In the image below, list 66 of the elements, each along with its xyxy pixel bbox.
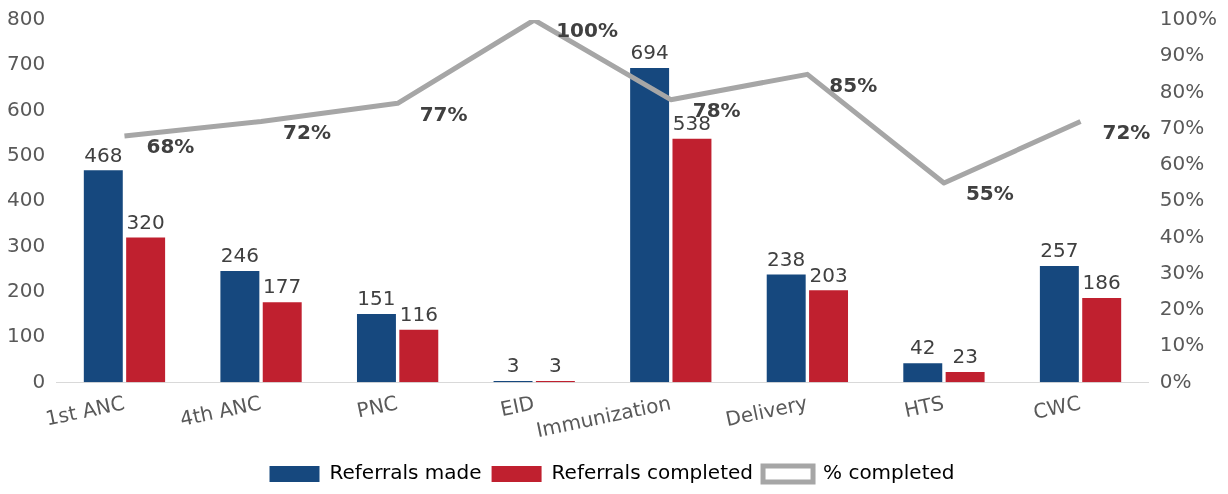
bar (809, 290, 849, 383)
y-tick-label: 600 (6, 96, 46, 121)
y2-tick-label: 10% (1159, 332, 1205, 357)
data-label: 77% (419, 101, 468, 126)
y-tick-label: 500 (6, 142, 46, 167)
y2-tick-label: 90% (1159, 42, 1205, 67)
data-label: 320 (126, 209, 165, 234)
x-tick-label: PNC (354, 390, 400, 423)
data-label: 186 (1082, 270, 1121, 295)
bar (262, 302, 302, 383)
bar (672, 138, 712, 383)
data-label: 203 (809, 262, 848, 287)
legend-label: Referrals completed (551, 460, 754, 485)
y-tick-label: 0 (32, 368, 46, 393)
bar (1039, 265, 1079, 383)
bar (399, 329, 439, 383)
x-tick-label: 4th ANC (177, 390, 264, 431)
x-tick-label: CWC (1031, 390, 1083, 424)
y2-tick-label: 20% (1159, 296, 1205, 321)
data-label: 694 (630, 40, 669, 65)
y-tick-label: 200 (6, 277, 46, 302)
data-label: 151 (357, 286, 396, 311)
y-tick-label: 700 (6, 51, 46, 76)
data-label: 238 (767, 246, 806, 271)
bar (945, 371, 985, 383)
data-label: 42 (910, 335, 936, 360)
y2-tick-label: 0% (1159, 368, 1192, 393)
y2-tick-label: 100% (1159, 6, 1218, 31)
bar (356, 313, 396, 383)
y2-tick-label: 60% (1159, 151, 1205, 176)
x-tick-label: 1st ANC (43, 390, 127, 431)
bar (1082, 298, 1122, 383)
data-label: 68% (146, 134, 195, 159)
x-tick-label: HTS (902, 390, 947, 423)
data-label: 23 (952, 344, 978, 369)
data-label: 257 (1040, 238, 1079, 263)
data-label: 3 (506, 353, 520, 378)
data-label: 3 (549, 353, 562, 378)
y-tick-label: 300 (6, 232, 46, 257)
x-tick-label: Delivery (723, 390, 810, 432)
bar (220, 270, 260, 383)
x-tick-label: EID (498, 390, 537, 422)
y2-tick-label: 40% (1159, 223, 1205, 248)
data-label: 177 (263, 274, 302, 299)
data-label: 468 (84, 142, 123, 167)
y2-tick-label: 70% (1159, 114, 1205, 139)
legend-label: % completed (823, 460, 955, 485)
bar (903, 363, 943, 383)
bar (126, 237, 166, 383)
y2-tick-label: 80% (1159, 78, 1205, 103)
y-tick-label: 800 (6, 6, 46, 31)
bar (630, 68, 670, 383)
data-label: 246 (220, 243, 259, 268)
bar (766, 274, 806, 383)
bar (83, 170, 123, 383)
data-label: 116 (399, 301, 438, 326)
legend-label: Referrals made (329, 460, 482, 485)
data-label: 72% (283, 119, 331, 144)
data-label: 72% (1102, 119, 1151, 144)
data-label: 55% (965, 181, 1014, 206)
y2-tick-label: 50% (1159, 187, 1205, 212)
y-tick-label: 400 (6, 187, 46, 212)
data-label: 85% (829, 72, 878, 97)
data-label: 100% (556, 18, 618, 43)
y2-tick-label: 30% (1159, 259, 1205, 284)
y-tick-label: 100 (6, 323, 46, 348)
